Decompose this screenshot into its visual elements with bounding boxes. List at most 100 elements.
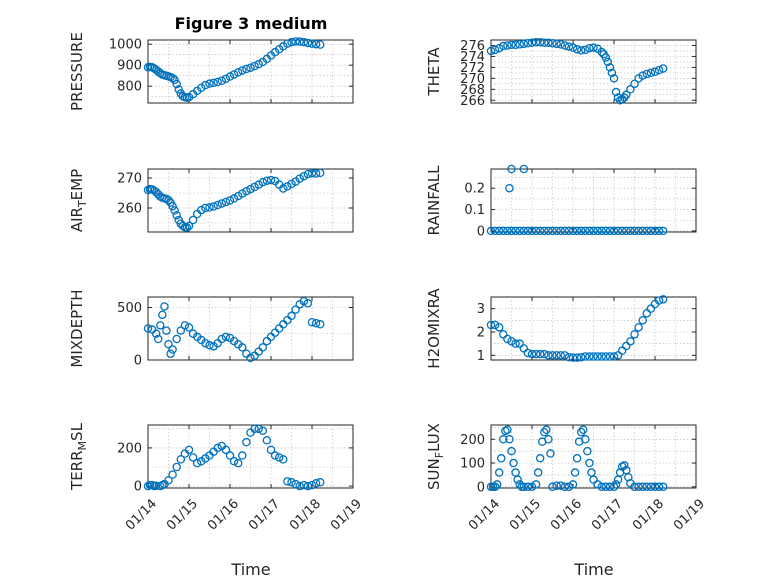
data-point [620, 461, 629, 470]
data-point [486, 46, 496, 56]
data-point [568, 226, 578, 236]
data-point [634, 323, 643, 332]
y-tick-label: 270 [460, 72, 485, 87]
data-point [583, 446, 592, 456]
data-point [151, 481, 161, 490]
data-point [507, 226, 516, 236]
data-point [242, 186, 251, 196]
data-point [609, 74, 619, 83]
data-point [523, 226, 533, 236]
data-point [307, 39, 317, 48]
data-point [188, 453, 198, 462]
data-point [496, 454, 506, 463]
data-point [507, 446, 516, 456]
data-point [611, 480, 621, 489]
data-point [168, 345, 177, 354]
data-point [519, 164, 529, 174]
data-point [527, 226, 537, 236]
data-point [511, 226, 520, 236]
subplot-pressure: 800 900 1000 PRESSURE [68, 32, 354, 111]
data-point [160, 302, 169, 311]
data-point [585, 43, 594, 53]
data-point [188, 215, 198, 225]
data-point [303, 481, 313, 491]
y-axis-label: THETA [425, 47, 443, 97]
y-axis-label: RAINFALL [425, 165, 443, 236]
data-point [287, 311, 296, 321]
data-point [168, 201, 177, 211]
x-tick-label: 01/17 [589, 496, 626, 533]
data-point [552, 481, 561, 490]
data-point [174, 85, 183, 94]
data-point [205, 341, 214, 350]
data-point [307, 168, 317, 178]
data-point [552, 226, 561, 236]
data-point [548, 226, 557, 236]
x-tick-label: 01/16 [205, 496, 242, 533]
data-point [170, 75, 179, 85]
data-point [505, 183, 514, 193]
x-axis-label-right: Time [573, 560, 613, 579]
data-point [299, 37, 309, 47]
data-point [576, 46, 586, 55]
data-point [597, 352, 606, 361]
data-point [250, 182, 259, 192]
data-point [242, 437, 251, 447]
data-point [229, 70, 239, 79]
data-point [176, 326, 186, 335]
data-point [303, 38, 313, 48]
data-point [581, 352, 590, 361]
data-point [213, 200, 222, 210]
data-point [238, 66, 247, 75]
x-axis-label-left: Time [230, 560, 270, 579]
data-point [568, 353, 578, 362]
data-point [291, 305, 300, 314]
data-point [622, 226, 631, 236]
data-point [654, 226, 664, 236]
data-point [548, 482, 557, 492]
data-point [315, 168, 325, 178]
data-point [642, 482, 652, 492]
data-point [568, 43, 578, 52]
y-tick-label: 0 [134, 480, 142, 495]
data-point [556, 351, 565, 360]
data-point [605, 63, 615, 72]
data-point [246, 184, 255, 194]
data-point [490, 320, 500, 330]
data-point [630, 330, 639, 339]
data-point [164, 339, 173, 349]
data-point [262, 176, 272, 185]
x-tick-label: 01/14 [466, 496, 503, 533]
data-point [646, 68, 656, 78]
data-point [205, 203, 214, 212]
data-point [225, 72, 235, 81]
data-point [238, 343, 247, 352]
data-point [624, 473, 633, 482]
data-point [233, 191, 243, 201]
data-point [151, 329, 161, 338]
y-tick-label: 1000 [109, 38, 142, 53]
data-point [258, 177, 268, 187]
data-point [217, 76, 227, 85]
subplot-h2omixra: 1 2 3 H2OMIXRA [425, 288, 697, 369]
data-point [658, 295, 668, 304]
data-point [213, 77, 222, 87]
data-point [572, 45, 582, 54]
data-point [266, 445, 276, 455]
data-point [295, 174, 304, 183]
data-point [513, 475, 522, 484]
data-point [638, 482, 647, 492]
data-point [527, 38, 537, 47]
data-point [184, 221, 194, 231]
data-point [172, 210, 181, 220]
data-point [158, 310, 167, 320]
data-point [250, 61, 259, 71]
data-point [164, 195, 173, 205]
data-point [507, 164, 516, 174]
data-point [283, 477, 292, 486]
y-tick-label: 0 [477, 224, 485, 239]
data-point [560, 482, 570, 492]
data-point [519, 482, 529, 492]
